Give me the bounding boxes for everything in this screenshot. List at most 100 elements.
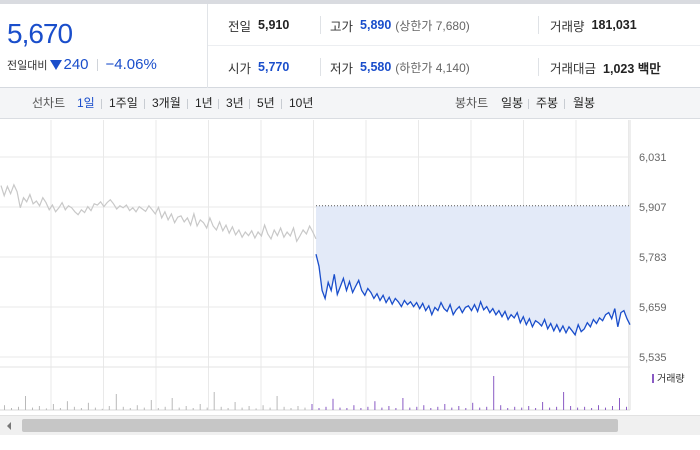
series-prev-day-line: [0, 183, 317, 243]
stat-value: 1,023 백만: [603, 61, 661, 76]
chart-grid: [0, 120, 631, 411]
volume-bar: [584, 406, 586, 410]
volume-bar: [206, 407, 208, 410]
stat-sub: (하한가 4,140): [395, 60, 470, 75]
y-tick-label: 5,659: [639, 302, 667, 314]
volume-bar: [556, 406, 558, 410]
stat-high: 고가 5,890 (상한가 7,680): [330, 4, 470, 46]
scroll-thumb[interactable]: [22, 419, 618, 432]
volume-bar: [276, 396, 278, 410]
stat-label: 거래대금: [550, 61, 597, 76]
volume-bar: [80, 408, 82, 410]
volume-bar: [549, 407, 551, 410]
stats-row: 전일 5,910 고가 5,890 (상한가 7,680) 거래량 181,03…: [208, 4, 700, 46]
volume-bars: [4, 376, 627, 410]
period-3y[interactable]: 3년: [226, 96, 244, 110]
volume-bar: [423, 405, 425, 410]
volume-bar: [52, 404, 54, 410]
volume-bar: [94, 407, 96, 410]
volume-bar: [220, 406, 222, 410]
stat-volume: 거래량 181,031: [550, 4, 637, 46]
volume-legend: 거래량: [652, 373, 685, 385]
volume-bar: [38, 406, 40, 410]
y-tick-label: 6,031: [639, 152, 667, 164]
intraday-price-chart: 6,031 5,907 5,783 5,659 5,535 거래량: [0, 120, 685, 411]
change-value: 240: [63, 56, 89, 73]
volume-bar: [367, 406, 369, 410]
stat-value: 181,031: [591, 18, 637, 32]
volume-bar: [388, 406, 390, 410]
stat-value: 5,580: [360, 60, 392, 74]
volume-bar: [171, 398, 173, 410]
divider: [320, 58, 321, 76]
stat-label: 전일: [228, 19, 252, 34]
volume-bar: [129, 408, 131, 410]
period-5y[interactable]: 5년: [257, 96, 275, 110]
volume-bar: [122, 406, 124, 410]
volume-bar: [25, 396, 26, 410]
period-10y[interactable]: 10년: [289, 96, 314, 110]
volume-legend-swatch: [652, 374, 654, 383]
gap-fill-area: [316, 205, 630, 335]
change-line: 전일대비 240 −4.06%: [7, 56, 157, 73]
volume-bar: [500, 405, 502, 410]
stat-label: 저가: [330, 61, 354, 76]
candle-daily[interactable]: 일봉: [501, 96, 524, 110]
volume-bar: [59, 408, 61, 410]
volume-bar: [325, 406, 327, 410]
volume-bar: [381, 407, 383, 410]
top-border: [0, 0, 700, 4]
volume-bar: [185, 406, 187, 410]
volume-bar: [570, 406, 572, 410]
stat-sub: (상한가 7,680): [395, 18, 470, 33]
volume-bar: [262, 405, 264, 410]
volume-bar: [430, 408, 432, 410]
volume-bar: [73, 406, 75, 410]
stat-value: 5,770: [258, 60, 290, 74]
volume-bar: [311, 404, 313, 410]
line-chart-label: 선차트: [32, 96, 66, 110]
volume-bar: [577, 407, 579, 410]
stat-label: 고가: [330, 19, 354, 34]
divider: [564, 99, 565, 109]
period-1y[interactable]: 1년: [195, 96, 213, 110]
volume-bar: [402, 398, 404, 410]
volume-bar: [563, 392, 565, 410]
volume-bar: [143, 407, 145, 410]
divider: [320, 16, 321, 34]
scroll-left-arrow-icon[interactable]: [4, 420, 14, 432]
volume-bar: [115, 394, 117, 410]
volume-bar: [199, 404, 201, 410]
volume-bar: [4, 405, 5, 410]
series-today-line: [315, 254, 631, 337]
volume-bar: [164, 406, 166, 410]
divider: [538, 58, 539, 76]
volume-bar: [157, 408, 159, 410]
volume-bar: [87, 402, 89, 410]
change-label: 전일대비: [7, 59, 48, 72]
volume-bar: [297, 406, 299, 410]
volume-bar: [318, 408, 320, 410]
candle-weekly[interactable]: 주봉: [536, 96, 559, 110]
period-1d[interactable]: 1일: [77, 96, 95, 110]
volume-legend-label: 거래량: [657, 373, 685, 385]
volume-bar: [290, 408, 292, 410]
down-triangle-icon: [50, 59, 63, 70]
volume-bar: [283, 406, 285, 410]
volume-bar: [416, 406, 418, 410]
volume-bar: [213, 392, 215, 410]
volume-bar: [612, 406, 613, 410]
volume-bar: [458, 406, 460, 410]
period-1w[interactable]: 1주일: [109, 96, 138, 110]
volume-bar: [45, 408, 47, 410]
candle-chart-label: 봉차트: [455, 96, 489, 110]
volume-bar: [542, 402, 544, 410]
volume-bar: [444, 404, 446, 410]
candle-monthly[interactable]: 월봉: [573, 96, 596, 110]
volume-bar: [437, 406, 439, 410]
volume-bar: [136, 405, 138, 410]
chart-scrollbar[interactable]: [0, 415, 700, 435]
volume-bar: [472, 402, 474, 410]
period-3m[interactable]: 3개월: [152, 96, 181, 110]
price-summary: 5,670 전일대비 240 −4.06% 전일 5,910 고가 5,890: [0, 4, 700, 88]
